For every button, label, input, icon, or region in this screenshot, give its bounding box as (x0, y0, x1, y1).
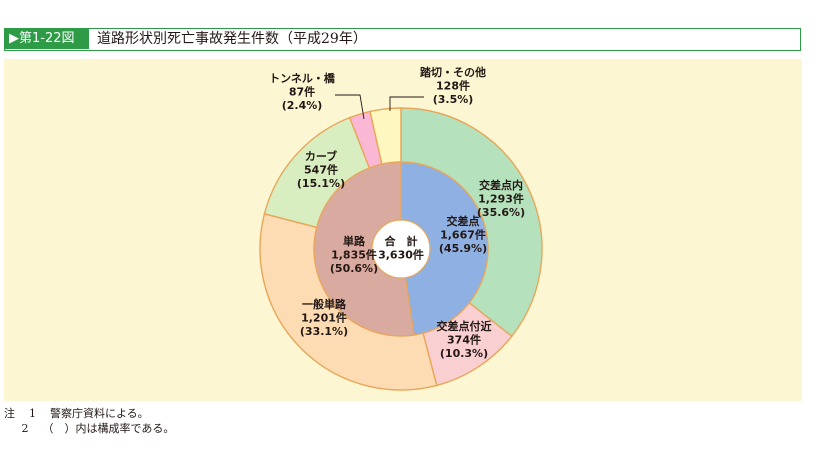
outer-label-tunnel-bridge-line: (2.4%) (282, 99, 323, 112)
center-total-label-line: 3,630件 (378, 248, 424, 262)
outer-label-curve-line: 547件 (304, 163, 338, 177)
outer-label-crossing-other-line: 128件 (436, 79, 470, 93)
outer-label-crossing-other-line: (3.5%) (433, 93, 474, 106)
outer-label-intersection-inside-line: 1,293件 (478, 192, 524, 206)
leader-line-tunnel (335, 94, 365, 120)
outer-label-curve: カーブ 547件(15.1%) (297, 149, 345, 190)
leader-line-crossing (389, 96, 424, 111)
outer-label-general-road-line: 1,201件 (301, 311, 347, 325)
inner-label-intersection: 交差点 1,667件(45.9%) (439, 214, 487, 255)
outer-label-near-intersection-line: (10.3%) (440, 347, 488, 360)
notes: 注 1 警察庁資料による。 2 （ ）内は構成率である。 (4, 406, 174, 436)
outer-label-general-road-line: 一般単路 (302, 297, 347, 311)
figure-title: 道路形状別死亡事故発生件数（平成29年） (97, 31, 367, 47)
chart-panel: 合 計 3,630件 交差点 1,667件(45.9%) 単路 1,835件(50.6%)… (4, 59, 802, 401)
outer-label-near-intersection-line: 交差点付近 (437, 319, 492, 333)
note-text: 警察庁資料による。 (50, 407, 149, 420)
inner-slice (313, 161, 415, 337)
inner-label-single-road-line: 1,835件 (331, 248, 377, 262)
outer-label-tunnel-bridge: トンネル・橋 87件(2.4%) (269, 71, 336, 112)
note-row-2: 2 （ ）内は構成率である。 (4, 421, 174, 436)
note-row-1: 注 1 警察庁資料による。 (4, 406, 174, 421)
outer-label-crossing-other: 踏切・その他 128件(3.5%) (420, 65, 486, 106)
outer-label-intersection-inside-line: (35.6%) (477, 206, 525, 219)
note-prefix: 注 (4, 407, 15, 420)
center-total-label: 合 計 3,630件 (378, 234, 424, 262)
note-number: 1 (29, 407, 36, 420)
inner-label-intersection-line: 交差点 (447, 214, 480, 228)
figure-number-badge: ▶第1-22図 (5, 29, 89, 49)
inner-label-single-road: 単路 1,835件(50.6%) (330, 234, 378, 275)
outer-label-intersection-inside-line: 交差点内 (479, 178, 523, 192)
outer-label-tunnel-bridge-line: 87件 (289, 85, 315, 99)
inner-label-intersection-line: (45.9%) (439, 242, 487, 255)
inner-slice (400, 161, 489, 336)
inner-label-intersection-line: 1,667件 (440, 228, 486, 242)
outer-label-tunnel-bridge-line: トンネル・橋 (269, 71, 336, 85)
outer-label-curve-line: (15.1%) (297, 177, 345, 190)
inner-label-single-road-line: 単路 (343, 234, 366, 248)
outer-label-near-intersection: 交差点付近 374件(10.3%) (437, 319, 492, 360)
outer-label-crossing-other-line: 踏切・その他 (420, 65, 486, 79)
note-number: 2 (21, 422, 29, 435)
outer-label-general-road: 一般単路 1,201件(33.1%) (300, 297, 348, 338)
outer-label-intersection-inside: 交差点内 1,293件(35.6%) (477, 178, 525, 219)
inner-label-single-road-line: (50.6%) (330, 262, 378, 275)
outer-label-curve-line: カーブ (305, 149, 337, 163)
center-total-label-line: 合 計 (385, 234, 418, 248)
figure-header: ▶第1-22図 道路形状別死亡事故発生件数（平成29年） (4, 28, 801, 51)
outer-label-general-road-line: (33.1%) (300, 325, 348, 338)
center-circle (371, 219, 431, 279)
outer-label-near-intersection-line: 374件 (447, 333, 481, 347)
note-text: （ ）内は構成率である。 (42, 422, 175, 435)
